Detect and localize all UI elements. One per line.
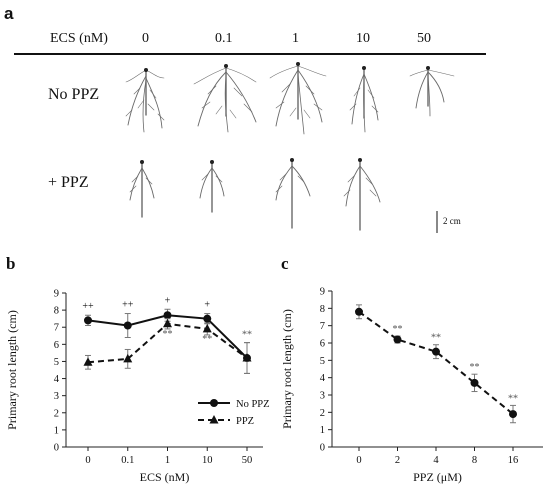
row-label-no-ppz: No PPZ	[48, 86, 100, 103]
data-point-triangle	[123, 353, 133, 363]
y-tick-label: 4	[320, 373, 326, 384]
y-tick-label: 0	[54, 443, 59, 454]
significance-stars: **	[393, 324, 403, 335]
y-tick-label: 0	[320, 443, 325, 454]
data-point-circle	[393, 335, 402, 344]
y-tick-label: 8	[320, 304, 325, 315]
data-point-circle	[355, 307, 363, 316]
root-image-ppz-0	[129, 161, 155, 218]
data-point-circle	[470, 378, 479, 387]
ecs-header-label: ECS (nM)	[50, 31, 108, 46]
significance-plus: ++	[122, 300, 134, 311]
data-point-circle	[203, 314, 212, 323]
y-tick-label: 9	[320, 287, 325, 298]
y-axis-label: Primary root length (cm)	[5, 310, 19, 430]
data-point-circle	[84, 316, 92, 325]
y-tick-label: 5	[54, 357, 59, 368]
significance-plus: +	[204, 300, 210, 311]
y-tick-label: 2	[320, 408, 325, 419]
y-tick-label: 5	[320, 356, 325, 367]
panel-b-letter: b	[6, 254, 15, 273]
x-axis-label: ECS (nM)	[140, 470, 190, 484]
data-point-triangle	[242, 353, 252, 362]
x-tick-label: 16	[508, 455, 519, 466]
panel-a-letter: a	[4, 4, 14, 23]
data-point-triangle	[83, 357, 93, 366]
significance-stars: **	[242, 330, 252, 341]
y-axis-label: Primary root length (cm)	[280, 309, 294, 429]
y-tick-label: 1	[320, 425, 325, 436]
significance-stars: **	[470, 362, 480, 373]
root-image-ppz-1	[275, 159, 311, 229]
x-tick-label: 50	[242, 455, 253, 466]
y-tick-label: 7	[54, 323, 59, 334]
root-image-ppz-0-1	[199, 161, 225, 213]
row-label-plus-ppz: + PPZ	[48, 174, 89, 191]
conc-label-0: 0	[142, 31, 149, 46]
y-tick-label: 4	[54, 374, 60, 385]
y-tick-label: 2	[54, 408, 59, 419]
x-tick-label: 0	[85, 455, 90, 466]
x-tick-label: 4	[433, 455, 439, 466]
root-image-noppz-0	[125, 69, 165, 133]
header-divider	[14, 53, 486, 55]
y-tick-label: 1	[54, 425, 59, 436]
chart-c: c 0 1 2 3 4 5 6 7 8 9 0 2 4 8 16 PPZ (μM) Primary root le…	[280, 254, 543, 484]
conc-label-1: 1	[292, 31, 299, 46]
conc-label-50: 50	[417, 31, 431, 46]
legend-label-no-ppz: No PPZ	[236, 399, 270, 410]
legend-marker-no-ppz	[210, 399, 218, 407]
data-point-circle	[163, 311, 172, 320]
x-tick-label: 0.1	[121, 455, 134, 466]
x-tick-label: 10	[202, 455, 213, 466]
data-point-circle	[432, 347, 440, 356]
panel-c-letter: c	[281, 254, 289, 273]
data-point-circle	[123, 321, 132, 330]
conc-label-0-1: 0.1	[215, 31, 233, 46]
y-tick-label: 9	[54, 289, 59, 300]
root-image-noppz-50	[409, 67, 455, 117]
root-image-noppz-1	[269, 63, 327, 135]
root-image-ppz-10	[343, 159, 381, 231]
data-point-triangle	[202, 323, 212, 333]
data-point-circle	[509, 410, 517, 419]
chart-b: b 0 1 2 3 4 5 6 7 8 9 0 0.1 1 10 50 ECS (nM) Primary root…	[5, 254, 270, 484]
x-axis-label: PPZ (μM)	[413, 470, 462, 484]
significance-stars: **	[431, 333, 441, 344]
significance-stars: **	[508, 393, 518, 404]
series-line	[358, 310, 514, 415]
scale-bar-label: 2 cm	[443, 216, 461, 226]
significance-plus: +	[165, 295, 171, 306]
root-image-noppz-10	[349, 67, 379, 133]
y-tick-label: 6	[54, 340, 59, 351]
x-tick-label: 1	[165, 455, 170, 466]
x-tick-label: 2	[395, 455, 400, 466]
significance-stars: **	[202, 334, 212, 345]
y-tick-label: 3	[320, 391, 325, 402]
x-tick-label: 0	[356, 455, 361, 466]
root-image-noppz-0-1	[193, 65, 257, 133]
significance-plus: ++	[82, 301, 94, 312]
y-tick-label: 3	[54, 391, 59, 402]
conc-label-10: 10	[356, 31, 370, 46]
y-tick-label: 6	[320, 339, 325, 350]
root-photographs	[125, 62, 455, 233]
y-tick-label: 8	[54, 306, 59, 317]
data-point-triangle	[163, 318, 172, 328]
x-tick-label: 8	[472, 455, 477, 466]
legend-label-ppz: PPZ	[236, 416, 254, 427]
legend-marker-ppz	[209, 415, 219, 424]
significance-stars: **	[163, 329, 173, 340]
y-tick-label: 7	[320, 321, 325, 332]
